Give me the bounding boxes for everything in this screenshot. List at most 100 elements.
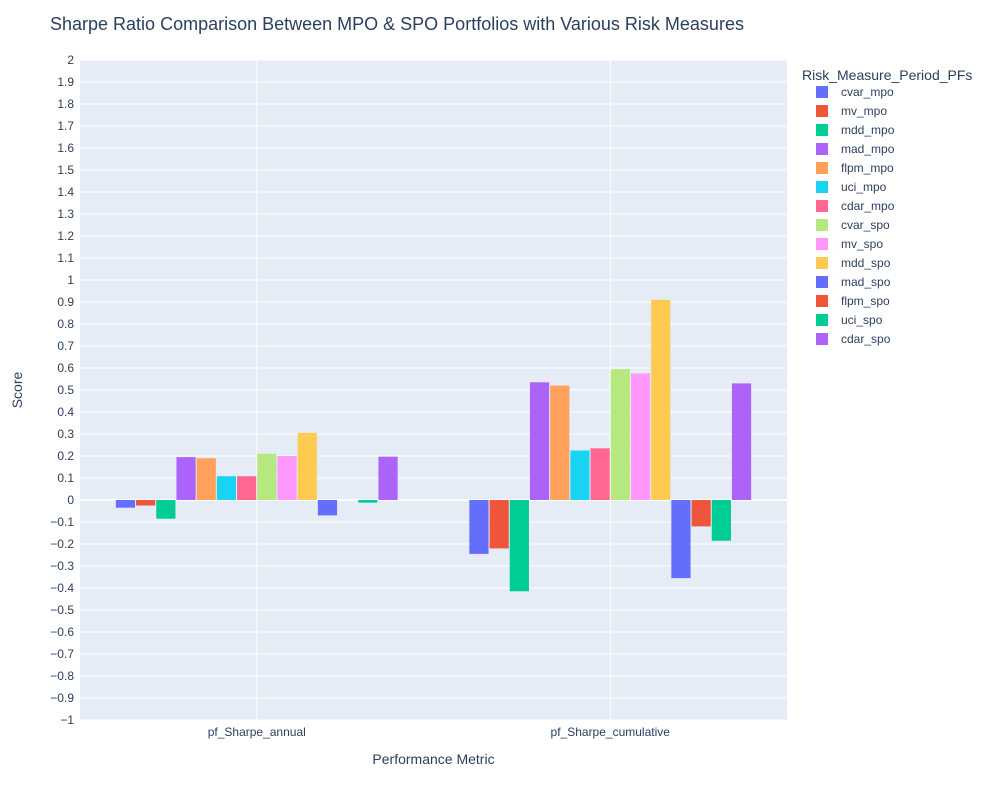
bar-uci_mpo-pf_Sharpe_cumulative[interactable] [570,450,590,501]
bar-mdd_spo-pf_Sharpe_cumulative[interactable] [651,299,671,500]
bar-mv_spo-pf_Sharpe_cumulative[interactable] [630,373,651,501]
y-tick-label: 1.7 [57,119,74,133]
legend-label: cdar_mpo [841,199,895,213]
legend-swatch [816,143,828,155]
bar-uci_spo-pf_Sharpe_annual[interactable] [358,500,378,503]
legend-swatch [816,295,828,307]
bar-cvar_mpo-pf_Sharpe_annual[interactable] [115,500,136,508]
y-tick-label: −0.1 [50,515,74,529]
y-tick-label: −0.6 [50,625,74,639]
y-tick-label: −0.2 [50,537,74,551]
legend-item-uci_mpo[interactable]: uci_mpo [816,180,887,194]
y-tick-label: 1 [67,273,74,287]
legend-swatch [816,219,828,231]
x-axis-ticks: pf_Sharpe_annual pf_Sharpe_cumulative [208,725,671,739]
legend-label: mdd_mpo [841,123,895,137]
y-tick-label: 0 [67,493,74,507]
legend-title: Risk_Measure_Period_PFs [802,67,972,83]
y-tick-label: 1.2 [57,229,74,243]
bar-layer [115,299,752,592]
bar-cdar_mpo-pf_Sharpe_annual[interactable] [237,476,257,500]
legend-item-uci_spo[interactable]: uci_spo [816,313,883,327]
legend-item-cvar_mpo[interactable]: cvar_mpo [816,85,894,99]
legend-item-mad_spo[interactable]: mad_spo [816,275,891,289]
legend-label: cvar_mpo [841,85,894,99]
bar-flpm_mpo-pf_Sharpe_cumulative[interactable] [550,385,570,500]
y-tick-label: 0.5 [57,383,74,397]
legend-swatch [816,314,828,326]
bar-mv_mpo-pf_Sharpe_cumulative[interactable] [489,500,509,549]
legend-swatch [816,276,828,288]
bar-mad_spo-pf_Sharpe_annual[interactable] [317,500,338,516]
y-tick-label: 1.1 [57,251,74,265]
bar-mv_mpo-pf_Sharpe_annual[interactable] [136,500,156,506]
legend-item-mdd_spo[interactable]: mdd_spo [816,256,891,270]
legend-label: uci_spo [841,313,883,327]
legend-swatch [816,162,828,174]
y-tick-label: 0.9 [57,295,74,309]
legend-swatch [816,238,828,250]
legend-item-cdar_mpo[interactable]: cdar_mpo [816,199,895,213]
y-axis-title: Score [9,372,25,409]
legend-label: mv_mpo [841,104,887,118]
bar-cdar_spo-pf_Sharpe_cumulative[interactable] [731,383,752,500]
legend-item-flpm_spo[interactable]: flpm_spo [816,294,890,308]
y-tick-label: −0.9 [50,691,74,705]
legend-swatch [816,124,828,136]
legend-items: cvar_mpo mv_mpo mdd_mpo mad_mpo flpm_mpo uci_… [816,85,895,346]
bar-uci_mpo-pf_Sharpe_annual[interactable] [216,476,237,500]
legend-item-flpm_mpo[interactable]: flpm_mpo [816,161,894,175]
legend-label: mv_spo [841,237,883,251]
y-tick-label: −0.7 [50,647,74,661]
y-tick-label: 0.6 [57,361,74,375]
y-tick-label: −0.8 [50,669,74,683]
y-tick-label: −0.3 [50,559,74,573]
y-tick-label: −0.4 [50,581,74,595]
legend-label: cvar_spo [841,218,890,232]
bar-mad_mpo-pf_Sharpe_cumulative[interactable] [529,382,550,500]
bar-uci_spo-pf_Sharpe_cumulative[interactable] [711,500,731,541]
legend-item-mdd_mpo[interactable]: mdd_mpo [816,123,895,137]
bar-mad_mpo-pf_Sharpe_annual[interactable] [176,457,196,500]
y-tick-label: 2 [67,53,74,67]
legend-label: uci_mpo [841,180,887,194]
legend-label: flpm_mpo [841,161,894,175]
legend-label: mad_mpo [841,142,895,156]
legend-label: mad_spo [841,275,891,289]
legend-swatch [816,181,828,193]
y-tick-label: −1 [60,713,74,727]
bar-mv_spo-pf_Sharpe_annual[interactable] [277,456,297,500]
bar-cdar_mpo-pf_Sharpe_cumulative[interactable] [590,448,610,500]
y-tick-label: 1.8 [57,97,74,111]
legend-item-cvar_spo[interactable]: cvar_spo [816,218,890,232]
y-tick-label: 0.3 [57,427,74,441]
legend-swatch [816,333,828,345]
legend-label: flpm_spo [841,294,890,308]
bar-cvar_mpo-pf_Sharpe_cumulative[interactable] [469,500,489,554]
bar-flpm_mpo-pf_Sharpe_annual[interactable] [196,458,216,500]
legend: Risk_Measure_Period_PFs cvar_mpo mv_mpomd… [802,67,972,346]
legend-item-mv_mpo[interactable]: mv_mpo [816,104,887,118]
y-tick-label: 1.6 [57,141,74,155]
legend-item-mv_spo[interactable]: mv_spo [816,237,883,251]
legend-label: mdd_spo [841,256,891,270]
x-axis-title: Performance Metric [372,751,494,767]
bar-flpm_spo-pf_Sharpe_cumulative[interactable] [691,500,711,527]
legend-item-cdar_spo[interactable]: cdar_spo [816,332,891,346]
bar-cvar_spo-pf_Sharpe_annual[interactable] [257,453,277,500]
bar-mdd_mpo-pf_Sharpe_annual[interactable] [156,500,176,519]
y-tick-label: 0.1 [57,471,74,485]
bar-cdar_spo-pf_Sharpe_annual[interactable] [378,456,398,500]
y-tick-label: 1.3 [57,207,74,221]
chart-title: Sharpe Ratio Comparison Between MPO & SP… [50,14,744,34]
bar-mdd_mpo-pf_Sharpe_cumulative[interactable] [509,500,529,592]
x-tick-label: pf_Sharpe_cumulative [551,725,671,739]
legend-swatch [816,200,828,212]
bar-mdd_spo-pf_Sharpe_annual[interactable] [297,432,317,500]
bar-cvar_spo-pf_Sharpe_cumulative[interactable] [610,369,630,500]
legend-swatch [816,86,828,98]
legend-item-mad_mpo[interactable]: mad_mpo [816,142,895,156]
bar-mad_spo-pf_Sharpe_cumulative[interactable] [671,500,691,579]
y-tick-label: −0.5 [50,603,74,617]
